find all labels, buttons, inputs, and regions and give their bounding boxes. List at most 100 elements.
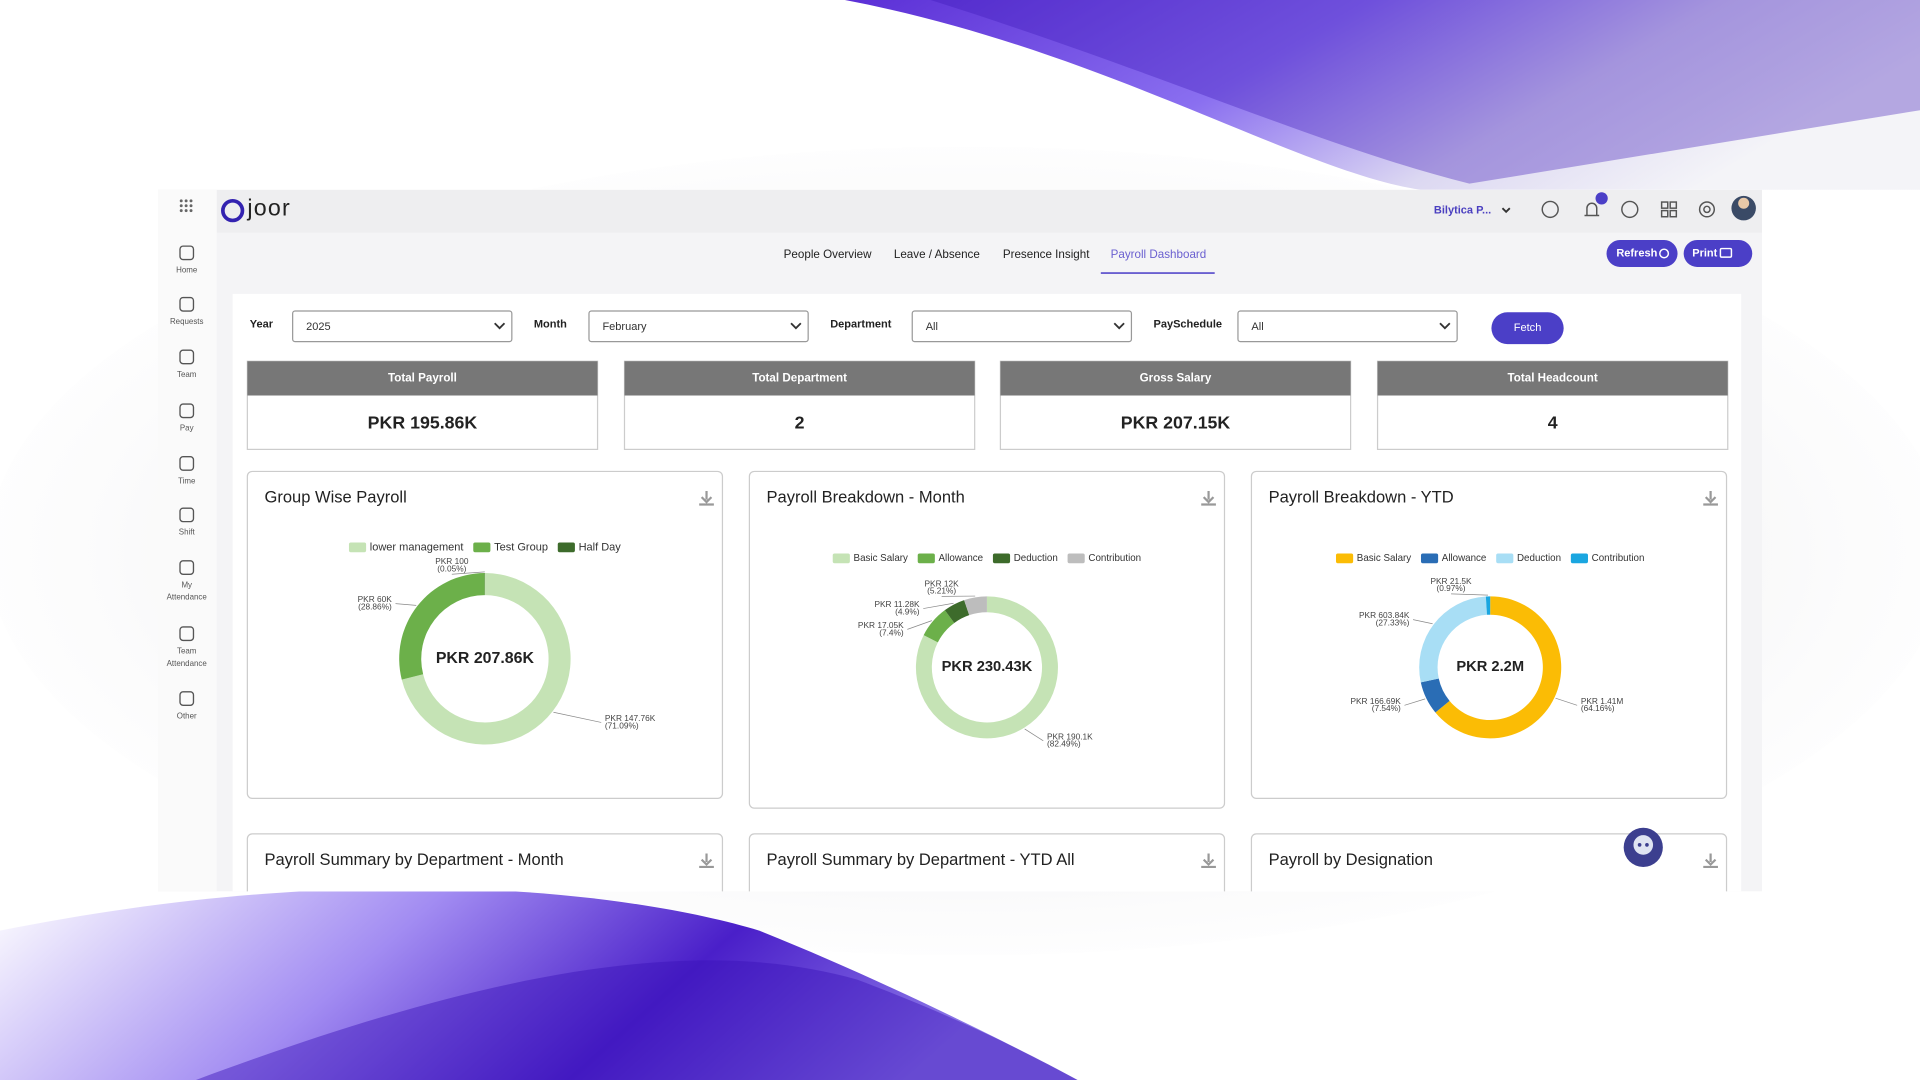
tab[interactable]: Payroll Dashboard bbox=[1111, 248, 1207, 261]
kpi-card: Total Headcount 4 bbox=[1376, 360, 1729, 450]
donut-segment bbox=[923, 610, 955, 643]
download-icon[interactable] bbox=[1703, 853, 1718, 869]
bottom-cards: Payroll Summary by Department - Month Pay… bbox=[246, 833, 1728, 892]
data-label: PKR 100 bbox=[435, 556, 469, 566]
kpi-card: Gross Salary PKR 207.15K bbox=[999, 360, 1352, 450]
legend-label: Allowance bbox=[939, 553, 984, 564]
data-label: PKR 190.1K bbox=[1047, 731, 1093, 741]
filter-select[interactable] bbox=[911, 310, 1133, 343]
kpi-value: PKR 195.86K bbox=[368, 412, 478, 432]
tabs: People Overview Leave / Absence Presence I… bbox=[784, 248, 1207, 261]
refresh-button[interactable]: Refresh bbox=[1606, 240, 1678, 267]
org-selector[interactable]: Bilytica P... bbox=[1434, 205, 1491, 217]
assistant-bot[interactable] bbox=[1623, 827, 1663, 867]
sidebar-item[interactable]: Team bbox=[177, 349, 197, 379]
filter-label: Department bbox=[830, 318, 892, 330]
leader-line bbox=[451, 571, 485, 575]
sidebar-label[interactable]: Attendance bbox=[167, 659, 208, 668]
sidebar-label[interactable]: Team bbox=[177, 370, 197, 379]
data-label: PKR 12K bbox=[925, 578, 960, 588]
card-title: Payroll Summary by Department - YTD All bbox=[767, 850, 1075, 869]
data-label: PKR 60K bbox=[358, 594, 393, 604]
leader-line bbox=[1451, 593, 1489, 596]
sidebar-item[interactable]: Time bbox=[178, 456, 196, 486]
sidebar-item[interactable]: Pay bbox=[179, 403, 195, 433]
sidebar-item[interactable]: Team Attendance bbox=[167, 626, 208, 668]
sidebar-label[interactable]: Attendance bbox=[167, 593, 208, 602]
refresh-label[interactable]: Refresh bbox=[1616, 247, 1657, 259]
filter-value[interactable]: 2025 bbox=[306, 321, 331, 333]
sidebar-label[interactable]: Time bbox=[178, 476, 196, 485]
chart-title: Payroll Breakdown - YTD bbox=[1269, 488, 1454, 507]
download-arrow bbox=[1201, 491, 1216, 506]
sidebar-label[interactable]: Home bbox=[176, 266, 198, 275]
download-icon[interactable] bbox=[1201, 491, 1216, 506]
data-label-percent: (82.49%) bbox=[1047, 739, 1081, 749]
card bbox=[748, 833, 1226, 892]
donut-segment bbox=[399, 573, 485, 680]
download-icon[interactable] bbox=[1703, 491, 1718, 506]
sidebar-item[interactable]: Other bbox=[177, 691, 197, 721]
sidebar-item[interactable]: Shift bbox=[179, 507, 196, 537]
sidebar-label[interactable]: Shift bbox=[179, 528, 196, 537]
legend-label: Contribution bbox=[1088, 553, 1141, 564]
sidebar-label[interactable]: Requests bbox=[170, 317, 204, 326]
data-label-percent: (7.54%) bbox=[1372, 703, 1401, 713]
data-label-percent: (0.05%) bbox=[437, 564, 466, 574]
legend-swatch bbox=[1570, 553, 1588, 564]
filter-select[interactable] bbox=[1237, 310, 1458, 343]
card bbox=[246, 470, 724, 799]
legend: Basic Salary Allowance Deduction Contributi… bbox=[832, 553, 1141, 564]
filter-value[interactable]: February bbox=[602, 321, 647, 333]
legend-swatch bbox=[917, 553, 935, 564]
print-button[interactable]: Print bbox=[1683, 240, 1753, 267]
tab[interactable]: Leave / Absence bbox=[894, 248, 980, 261]
legend-swatch bbox=[473, 542, 491, 553]
leader-line bbox=[1024, 728, 1044, 742]
logo-mark bbox=[221, 198, 245, 223]
filter-value[interactable]: All bbox=[1251, 321, 1263, 333]
tab[interactable]: People Overview bbox=[784, 248, 872, 261]
card-title: Payroll by Designation bbox=[1269, 850, 1433, 869]
donut-segment bbox=[1435, 596, 1562, 739]
data-label-percent: (27.33%) bbox=[1376, 617, 1410, 627]
filter-select[interactable] bbox=[588, 310, 809, 343]
data-label-percent: (71.09%) bbox=[605, 720, 639, 730]
chart-title: Group Wise Payroll bbox=[264, 488, 406, 507]
download-icon[interactable] bbox=[1201, 853, 1216, 869]
data-label: PKR 1.41M bbox=[1581, 696, 1624, 706]
filter-label: Month bbox=[534, 318, 567, 330]
sidebar-label[interactable]: My bbox=[181, 580, 192, 589]
download-arrow bbox=[1201, 853, 1216, 869]
download-arrow bbox=[1703, 853, 1718, 869]
apps-grid-icon[interactable] bbox=[179, 199, 193, 213]
data-label-percent: (4.9%) bbox=[895, 606, 920, 616]
chart-card: Payroll Breakdown - Month Basic Salary All… bbox=[748, 470, 1226, 809]
data-label: PKR 21.5K bbox=[1430, 576, 1472, 586]
sidebar-label[interactable]: Pay bbox=[180, 424, 194, 433]
header-icons[interactable] bbox=[1541, 200, 1716, 219]
charts: Group Wise Payroll lower management Test G… bbox=[246, 470, 1728, 809]
card-title: Payroll Summary by Department - Month bbox=[264, 850, 563, 869]
sidebar-label[interactable]: Other bbox=[177, 711, 197, 720]
filter-value[interactable]: All bbox=[926, 321, 938, 333]
donut-segment bbox=[1485, 596, 1491, 615]
center-label: PKR 207.86K bbox=[436, 650, 535, 667]
app-window: joor Bilytica P... Home Requests Team Pay Ti… bbox=[157, 189, 1763, 892]
download-arrow bbox=[1703, 491, 1718, 506]
data-label: PKR 11.28K bbox=[874, 599, 920, 609]
tab[interactable]: Presence Insight bbox=[1003, 248, 1090, 261]
kpi-value: 4 bbox=[1548, 412, 1558, 432]
print-label[interactable]: Print bbox=[1692, 247, 1717, 259]
fetch-button[interactable]: Fetch bbox=[1491, 312, 1564, 345]
sidebar-item[interactable]: My Attendance bbox=[167, 560, 208, 602]
download-icon[interactable] bbox=[699, 491, 714, 506]
fetch-label[interactable]: Fetch bbox=[1514, 322, 1542, 334]
kpis: Total Payroll PKR 195.86K Total Department… bbox=[246, 360, 1729, 450]
download-icon[interactable] bbox=[699, 853, 714, 869]
sidebar-item[interactable]: Requests bbox=[170, 296, 204, 327]
sidebar-label[interactable]: Team bbox=[177, 647, 197, 656]
sidebar-item[interactable]: Home bbox=[176, 245, 198, 275]
filter-select[interactable] bbox=[292, 310, 513, 343]
